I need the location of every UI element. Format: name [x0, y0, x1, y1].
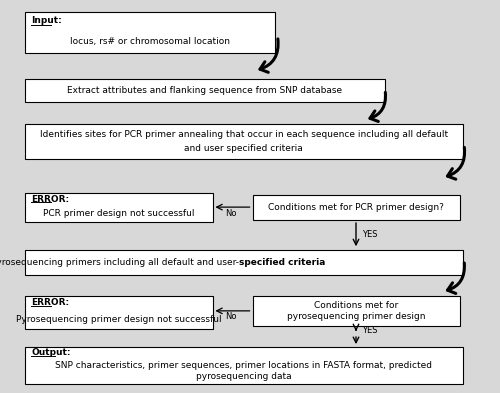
Text: No: No	[225, 209, 237, 217]
Text: Output:: Output:	[31, 348, 70, 357]
FancyBboxPatch shape	[25, 79, 385, 102]
FancyArrowPatch shape	[370, 92, 386, 121]
Text: ERROR:: ERROR:	[31, 195, 69, 204]
FancyBboxPatch shape	[25, 347, 462, 384]
FancyArrowPatch shape	[448, 263, 464, 294]
FancyBboxPatch shape	[25, 250, 462, 275]
Text: Input:: Input:	[31, 17, 62, 26]
Text: SNP characteristics, primer sequences, primer locations in FASTA format, predict: SNP characteristics, primer sequences, p…	[55, 361, 432, 370]
Text: Pyrosequencing primer design not successful: Pyrosequencing primer design not success…	[16, 315, 222, 324]
Text: and user specified criteria: and user specified criteria	[184, 144, 303, 153]
Text: PCR primer design not successful: PCR primer design not successful	[43, 209, 195, 218]
FancyBboxPatch shape	[25, 12, 275, 53]
Text: Conditions met for PCR primer design?: Conditions met for PCR primer design?	[268, 203, 444, 212]
Text: YES: YES	[362, 326, 378, 334]
Text: Identifies Pyrosequencing primers including all default and user-: Identifies Pyrosequencing primers includ…	[0, 258, 239, 267]
Text: Conditions met for: Conditions met for	[314, 301, 398, 310]
Text: No: No	[225, 312, 237, 321]
Text: ERROR:: ERROR:	[31, 298, 69, 307]
Text: YES: YES	[362, 230, 378, 239]
Text: Identifies sites for PCR primer annealing that occur in each sequence including : Identifies sites for PCR primer annealin…	[40, 130, 448, 139]
FancyBboxPatch shape	[25, 296, 212, 329]
Text: Extract attributes and flanking sequence from SNP database: Extract attributes and flanking sequence…	[68, 86, 342, 95]
FancyBboxPatch shape	[252, 195, 460, 220]
FancyBboxPatch shape	[25, 124, 462, 159]
Text: specified criteria: specified criteria	[239, 258, 325, 267]
FancyArrowPatch shape	[260, 39, 278, 72]
FancyArrowPatch shape	[448, 147, 464, 179]
FancyBboxPatch shape	[252, 296, 460, 326]
FancyBboxPatch shape	[25, 193, 212, 222]
Text: pyrosequencing data: pyrosequencing data	[196, 372, 292, 381]
Text: locus, rs# or chromosomal location: locus, rs# or chromosomal location	[70, 37, 230, 46]
Text: pyrosequencing primer design: pyrosequencing primer design	[287, 312, 426, 321]
